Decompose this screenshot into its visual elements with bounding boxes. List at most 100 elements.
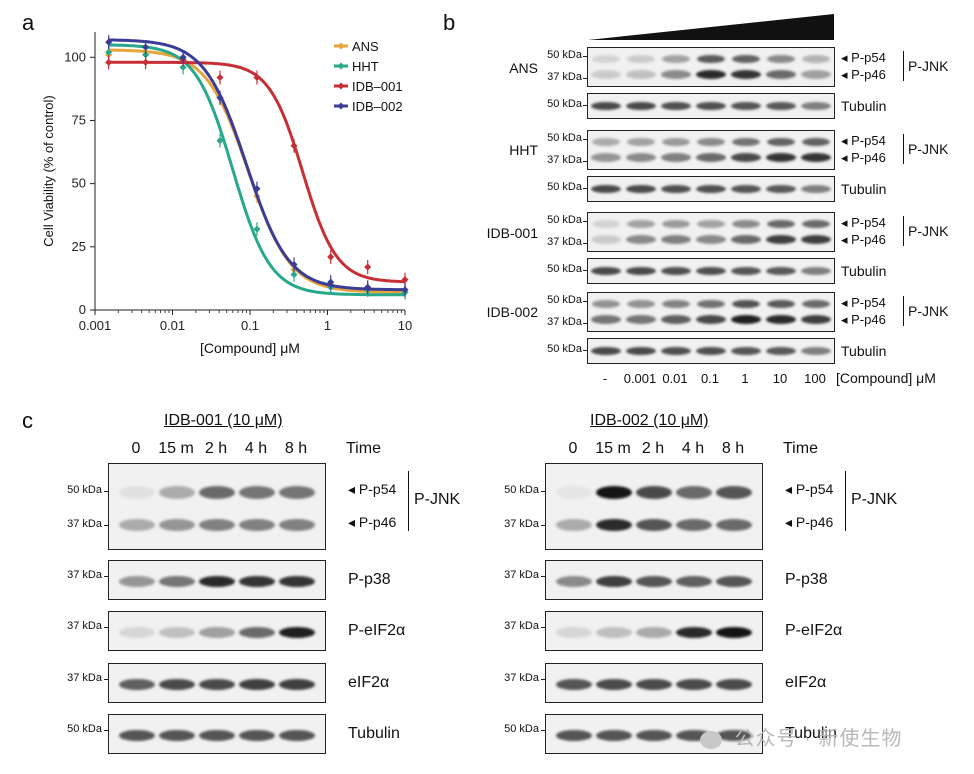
blot-row-eif bbox=[545, 663, 763, 703]
time-label: 15 m bbox=[158, 440, 194, 457]
blot-band bbox=[626, 185, 656, 193]
blot-band bbox=[279, 626, 315, 638]
time-label: 0 bbox=[131, 440, 141, 457]
blot-row-tub bbox=[545, 714, 763, 754]
pjnk-bracket bbox=[903, 216, 904, 246]
blot-band bbox=[596, 678, 632, 690]
blot-band bbox=[199, 678, 235, 690]
blot-band bbox=[626, 234, 656, 244]
y-tick-label: 100 bbox=[64, 49, 86, 64]
panel-a-letter: a bbox=[22, 10, 35, 35]
data-point bbox=[327, 278, 335, 286]
series-curve-1 bbox=[108, 43, 405, 297]
blot-band bbox=[239, 485, 275, 499]
lane-label: - bbox=[602, 371, 608, 386]
blot-band bbox=[716, 575, 752, 587]
kda-37-label: 37 kDa bbox=[504, 620, 539, 632]
row-label: P-p38 bbox=[785, 571, 828, 588]
blot-band bbox=[697, 55, 725, 63]
blot-band bbox=[731, 314, 761, 324]
blot-band bbox=[159, 519, 195, 531]
blot-band bbox=[802, 138, 830, 146]
blot-row-p38 bbox=[108, 560, 326, 600]
legend-label: IDB–002 bbox=[352, 99, 403, 114]
p54-arrow-label: ◂ P-p54 bbox=[785, 481, 834, 497]
blot-band bbox=[556, 519, 592, 531]
blot-band bbox=[591, 69, 621, 79]
time-label: 4 h bbox=[244, 440, 268, 457]
data-point bbox=[401, 276, 409, 284]
pjnk-label: P-JNK bbox=[908, 141, 949, 157]
p46-arrow-label: ◂ P-p46 bbox=[841, 67, 886, 82]
pjnk-blot-3 bbox=[587, 292, 835, 332]
panel-c-letter: c bbox=[22, 408, 33, 433]
lane-label: 10 bbox=[772, 371, 788, 386]
data-point bbox=[290, 260, 298, 269]
lane-label: 0.01 bbox=[662, 371, 688, 386]
data-point bbox=[401, 286, 409, 294]
time-label: 2 h bbox=[204, 440, 228, 457]
blot-band bbox=[732, 55, 760, 63]
blot-band bbox=[766, 185, 796, 193]
blot-band bbox=[239, 519, 275, 531]
blot-band bbox=[556, 575, 592, 587]
blot-band bbox=[591, 347, 621, 355]
blot-band bbox=[627, 220, 655, 228]
blot-band bbox=[159, 575, 195, 587]
blot-band bbox=[159, 485, 195, 499]
p54-arrow-label: ◂ P-p54 bbox=[841, 50, 886, 65]
tubulin-blot-1 bbox=[587, 176, 835, 202]
blot-band bbox=[661, 102, 691, 110]
blot-band bbox=[596, 519, 632, 531]
kda-tick bbox=[104, 576, 108, 577]
blot-band bbox=[199, 519, 235, 531]
blot-band bbox=[591, 234, 621, 244]
kda-tick bbox=[541, 627, 545, 628]
tubulin-label: Tubulin bbox=[841, 343, 887, 359]
blot-band bbox=[636, 729, 672, 741]
row-label: Tubulin bbox=[785, 725, 837, 742]
row-label: P-eIF2α bbox=[348, 622, 406, 639]
blot-band bbox=[696, 347, 726, 355]
blot-band bbox=[591, 267, 621, 275]
blot-band bbox=[626, 267, 656, 275]
kda-tick bbox=[541, 491, 545, 492]
blot-band bbox=[731, 152, 761, 162]
kda-tick bbox=[583, 56, 587, 57]
blot-band bbox=[627, 138, 655, 146]
blot-band bbox=[159, 729, 195, 741]
blot-band bbox=[591, 185, 621, 193]
blot-band bbox=[596, 729, 632, 741]
blot-band bbox=[199, 729, 235, 741]
blot-band bbox=[676, 678, 712, 690]
blot-band bbox=[159, 626, 195, 638]
blot-band bbox=[636, 485, 672, 499]
blot-band bbox=[731, 69, 761, 79]
blot-band bbox=[627, 300, 655, 308]
blot-band bbox=[626, 314, 656, 324]
pjnk-label: P-JNK bbox=[908, 303, 949, 319]
x-tick-label: 0.1 bbox=[241, 318, 259, 333]
blot-band bbox=[696, 314, 726, 324]
time-label: 15 m bbox=[595, 440, 631, 457]
blot-band bbox=[591, 314, 621, 324]
blot-band bbox=[199, 485, 235, 499]
blot-band bbox=[239, 575, 275, 587]
data-point bbox=[179, 53, 187, 61]
blot-band bbox=[696, 152, 726, 162]
kda-37-label: 37 kDa bbox=[547, 316, 582, 328]
blot-band bbox=[732, 138, 760, 146]
kda-tick bbox=[583, 350, 587, 351]
blot-band bbox=[626, 152, 656, 162]
blot-band bbox=[801, 102, 831, 110]
pjnk-bracket bbox=[408, 471, 409, 531]
legend-label: HHT bbox=[352, 59, 379, 74]
kda-50-label: 50 kDa bbox=[547, 98, 582, 110]
kda-tick bbox=[104, 627, 108, 628]
pjnk-label: P-JNK bbox=[908, 223, 949, 239]
kda-50-label: 50 kDa bbox=[547, 181, 582, 193]
blot-band bbox=[801, 347, 831, 355]
kda-tick bbox=[583, 221, 587, 222]
